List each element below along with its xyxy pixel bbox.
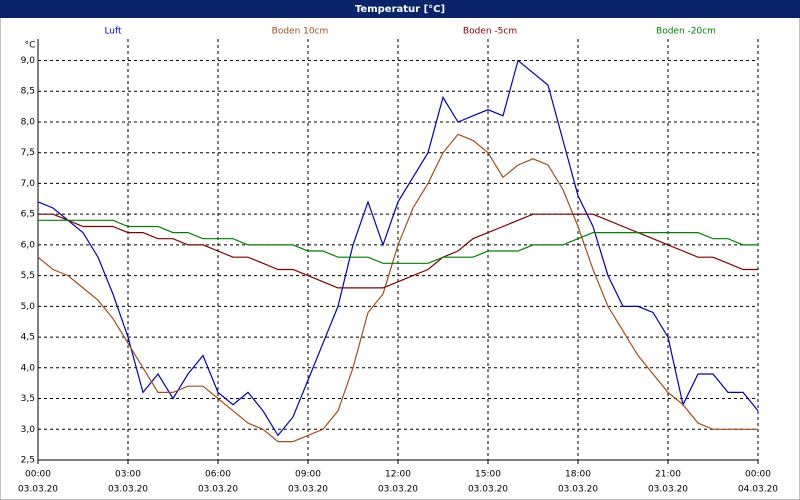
series-line — [37, 133, 758, 443]
x-tick-date: 03.03.20 — [648, 485, 688, 495]
x-tick-label: 00:00 — [745, 470, 771, 480]
y-tick-label: 4,5 — [21, 333, 35, 343]
y-tick-label: 5,0 — [21, 302, 36, 312]
legend-entry: Boden -20cm — [656, 27, 716, 37]
x-tick-date: 03.03.20 — [198, 485, 238, 495]
x-tick-date: 03.03.20 — [468, 485, 508, 495]
y-tick-label: 6,5 — [21, 210, 35, 220]
x-tick-label: 03:00 — [115, 470, 141, 480]
x-tick-date: 03.03.20 — [18, 485, 58, 495]
y-tick-label: 6,0 — [21, 240, 36, 250]
x-tick-label: 15:00 — [475, 470, 501, 480]
y-tick-label: 3,0 — [21, 425, 36, 435]
y-axis-unit: °C — [25, 41, 36, 51]
chart-title: Temperatur [°C] — [355, 4, 445, 15]
y-tick-label: 9,0 — [21, 56, 36, 66]
x-tick-label: 12:00 — [385, 470, 411, 480]
x-tick-date: 04.03.20 — [738, 485, 778, 495]
series-line — [38, 219, 758, 264]
x-tick-date: 03.03.20 — [288, 485, 328, 495]
y-tick-label: 4,0 — [21, 363, 36, 373]
y-tick-label: 7,0 — [21, 179, 36, 189]
x-tick-label: 06:00 — [205, 470, 231, 480]
y-tick-label: 3,5 — [21, 394, 35, 404]
y-tick-label: 2,5 — [21, 456, 35, 466]
x-tick-label: 09:00 — [295, 470, 321, 480]
y-tick-label: 8,5 — [21, 87, 35, 97]
title-bar — [0, 0, 800, 18]
x-tick-date: 03.03.20 — [378, 485, 418, 495]
y-tick-label: 7,5 — [21, 148, 35, 158]
x-tick-label: 21:00 — [655, 470, 681, 480]
x-tick-date: 03.03.20 — [558, 485, 598, 495]
legend-entry: Boden 10cm — [272, 27, 329, 37]
x-tick-label: 00:00 — [25, 470, 51, 480]
legend-entry: Boden -5cm — [463, 27, 517, 37]
y-tick-label: 5,5 — [21, 271, 35, 281]
y-tick-label: 8,0 — [21, 117, 36, 127]
series-line — [37, 59, 759, 437]
x-tick-date: 03.03.20 — [108, 485, 148, 495]
x-tick-label: 18:00 — [565, 470, 591, 480]
legend-entry: Luft — [104, 27, 122, 37]
